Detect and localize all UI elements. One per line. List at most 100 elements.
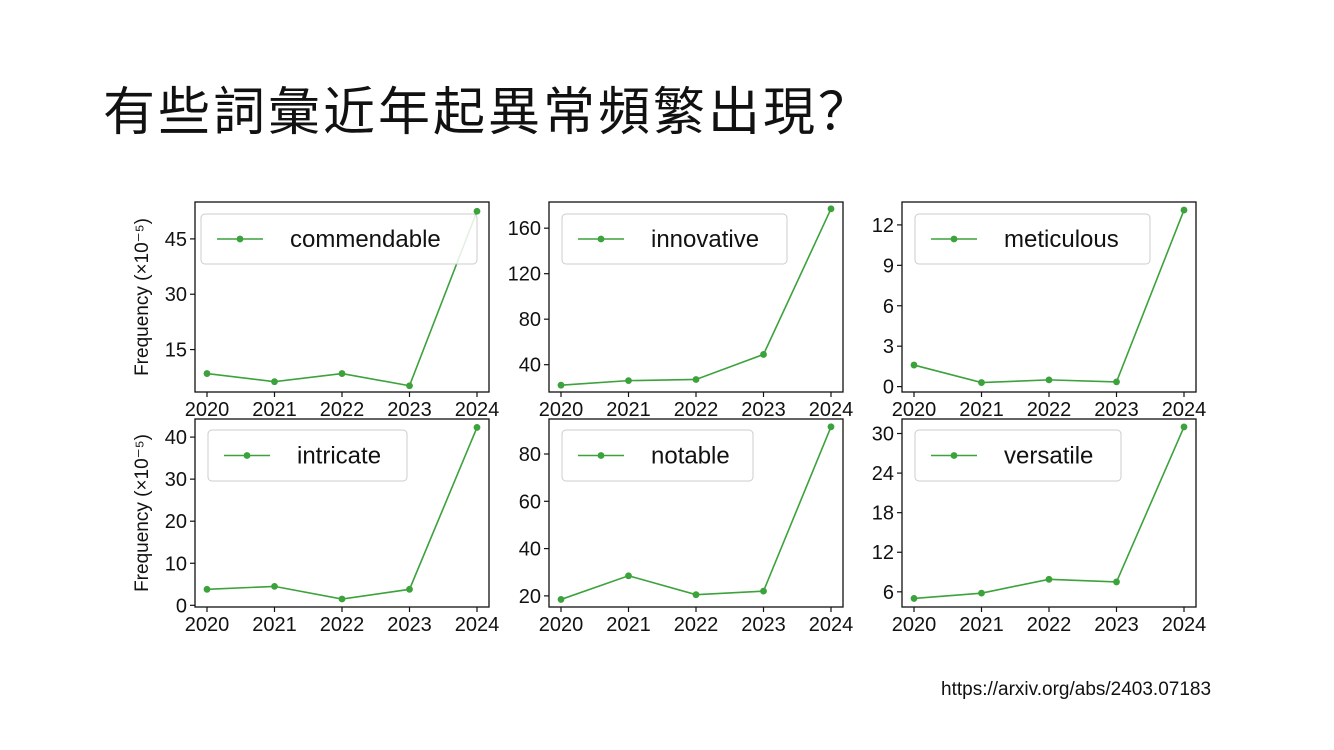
legend-marker xyxy=(950,235,958,243)
y-tick-label: 18 xyxy=(872,503,894,525)
x-tick-label: 2024 xyxy=(809,614,854,636)
y-tick-label: 15 xyxy=(165,340,187,362)
x-tick-label: 2023 xyxy=(1094,614,1139,636)
data-point xyxy=(692,376,700,383)
data-point xyxy=(625,377,632,385)
y-tick-label: 30 xyxy=(872,424,894,446)
x-tick-label: 2020 xyxy=(892,399,937,421)
y-tick-label: 20 xyxy=(519,586,541,608)
x-tick-label: 2022 xyxy=(320,399,365,421)
chart-intricate: 2020 2021 2022 2023 2024 0 10 20 30 40 Frequency (… xyxy=(132,418,500,636)
data-point xyxy=(910,595,918,602)
y-tick-label: 12 xyxy=(872,542,894,564)
data-point xyxy=(978,589,985,597)
y-tick-label: 30 xyxy=(165,284,187,306)
x-tick-label: 2022 xyxy=(1027,399,1072,421)
data-point xyxy=(203,370,211,377)
x-tick-label: 2021 xyxy=(959,614,1004,636)
x-tick-label: 2022 xyxy=(674,399,719,421)
x-tick-label: 2021 xyxy=(606,614,651,636)
y-tick-label: 40 xyxy=(519,355,541,377)
y-tick-label: 60 xyxy=(519,491,541,513)
y-tick-label: 160 xyxy=(508,218,541,240)
data-point xyxy=(625,572,632,580)
source-link[interactable]: https://arxiv.org/abs/2403.07183 xyxy=(941,679,1212,700)
x-tick-label: 2020 xyxy=(539,399,584,421)
data-point xyxy=(406,585,413,593)
x-tick-label: 2020 xyxy=(539,614,584,636)
x-tick-label: 2023 xyxy=(741,614,786,636)
x-tick-label: 2021 xyxy=(959,399,1004,421)
y-tick-label: 40 xyxy=(519,539,541,561)
y-tick-label: 10 xyxy=(165,553,187,575)
data-point xyxy=(557,381,565,389)
x-tick-label: 2021 xyxy=(252,614,297,636)
x-tick-label: 2023 xyxy=(387,614,432,636)
legend-label: notable xyxy=(651,443,730,470)
data-point xyxy=(760,351,767,358)
data-point xyxy=(1045,376,1053,384)
legend-box xyxy=(914,213,1151,265)
x-tick-label: 2020 xyxy=(185,614,230,636)
legend-marker xyxy=(597,235,605,243)
y-tick-label: 40 xyxy=(165,427,187,449)
x-tick-label: 2024 xyxy=(1162,614,1207,636)
legend-box xyxy=(207,429,408,482)
data-point xyxy=(1113,378,1120,386)
data-point xyxy=(473,424,481,431)
x-tick-label: 2023 xyxy=(741,399,786,421)
legend-marker xyxy=(950,452,958,459)
legend-label: versatile xyxy=(1004,443,1093,470)
legend-marker xyxy=(243,452,251,459)
data-point xyxy=(692,591,700,599)
legend-box xyxy=(200,213,478,265)
data-point xyxy=(1180,423,1188,431)
data-point xyxy=(1180,206,1188,214)
slide-title: 有些詞彙近年起異常頻繁出現？ xyxy=(103,83,874,143)
x-tick-label: 2023 xyxy=(1094,399,1139,421)
y-tick-label: 6 xyxy=(883,582,894,604)
y-tick-label: 20 xyxy=(165,511,187,533)
y-tick-label: 0 xyxy=(176,595,187,617)
data-point xyxy=(978,379,985,386)
x-tick-label: 2021 xyxy=(606,399,651,421)
y-tick-label: 24 xyxy=(872,463,894,485)
legend-label: commendable xyxy=(290,226,441,253)
y-axis-label: Frequency (×10⁻⁵) xyxy=(132,434,153,592)
chart-innovative: 2020 2021 2022 2023 2024 40 80 120 160 innovative xyxy=(508,201,854,421)
legend-box xyxy=(561,213,788,265)
legend-marker xyxy=(236,235,244,243)
y-tick-label: 80 xyxy=(519,309,541,331)
data-point xyxy=(910,361,918,369)
chart-meticulous: 2020 2021 2022 2023 2024 0 3 6 9 12 meticulous xyxy=(872,201,1206,421)
legend-label: meticulous xyxy=(1004,226,1119,253)
y-tick-label: 0 xyxy=(883,377,894,399)
y-tick-label: 3 xyxy=(883,336,894,358)
data-point xyxy=(406,382,413,390)
x-tick-label: 2022 xyxy=(1027,614,1072,636)
x-tick-label: 2020 xyxy=(892,614,937,636)
data-point xyxy=(557,596,565,603)
data-point xyxy=(271,582,278,590)
legend-box xyxy=(914,429,1122,482)
data-point xyxy=(1113,578,1120,586)
chart-notable: 2020 2021 2022 2023 2024 20 40 60 80 notable xyxy=(519,418,854,636)
data-point xyxy=(760,587,767,595)
y-tick-label: 120 xyxy=(508,264,541,286)
legend-label: intricate xyxy=(297,443,381,470)
x-tick-label: 2024 xyxy=(455,614,500,636)
y-tick-label: 9 xyxy=(883,255,894,277)
chart-versatile: 2020 2021 2022 2023 2024 6 12 18 24 30 versatile xyxy=(872,418,1207,636)
x-tick-label: 2022 xyxy=(320,614,365,636)
data-point xyxy=(271,378,278,386)
y-tick-label: 45 xyxy=(165,229,187,251)
data-point xyxy=(827,423,835,431)
y-tick-label: 80 xyxy=(519,444,541,466)
legend-box xyxy=(561,429,754,482)
x-tick-label: 2024 xyxy=(809,399,854,421)
chart-commendable: 2020 2021 2022 2023 2024 15 30 45 Frequency (×10… xyxy=(132,201,499,421)
data-point xyxy=(1045,575,1053,583)
data-point xyxy=(473,207,481,215)
data-point xyxy=(827,205,835,213)
